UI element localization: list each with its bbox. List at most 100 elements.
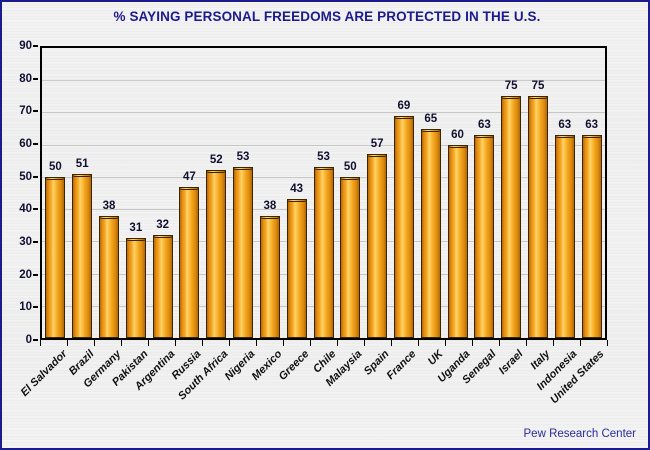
x-axis-tick-mark (229, 340, 230, 346)
bar-value-label: 69 (397, 99, 411, 112)
x-axis-tick-mark (580, 340, 581, 346)
y-axis: 0 10 20 30 40 50 60 70 80 90 (2, 40, 38, 346)
x-axis-tick-mark (148, 340, 149, 346)
x-axis-tick-mark (256, 340, 257, 346)
y-axis-tick-label: 90 (19, 40, 32, 52)
bar[interactable] (233, 167, 254, 338)
bar-group: 75 (501, 48, 522, 338)
chart-title: % SAYING PERSONAL FREEDOMS ARE PROTECTED… (113, 9, 541, 24)
bar[interactable] (367, 154, 388, 338)
bar[interactable] (447, 144, 468, 338)
x-axis-tick-mark (526, 340, 527, 346)
bar-group: 63 (474, 48, 495, 338)
bar-value-label: 57 (370, 138, 384, 151)
x-axis-tick-mark (94, 340, 95, 346)
bar-group: 63 (554, 48, 575, 338)
y-axis-tick-label: 60 (19, 138, 32, 150)
x-axis-tick-mark (391, 340, 392, 346)
bar-group: 53 (313, 48, 334, 338)
y-axis-tick-mark (33, 143, 38, 145)
bar-top-cap (313, 167, 334, 171)
bar-value-label: 65 (424, 112, 438, 125)
bar[interactable] (259, 215, 280, 338)
bar-value-label: 31 (129, 222, 143, 235)
bar-value-label: 50 (48, 160, 62, 173)
bar-top-cap (447, 144, 468, 148)
bar-value-label: 53 (317, 151, 330, 164)
bar-value-label: 47 (183, 170, 196, 183)
y-axis-tick-mark (33, 45, 38, 47)
x-axis-tick-mark (418, 340, 419, 346)
y-axis-tick-label: 50 (19, 170, 32, 183)
bar[interactable] (474, 135, 495, 338)
bar-group: 31 (125, 48, 146, 338)
x-axis-tick-mark (499, 340, 500, 346)
bar-value-label: 63 (477, 119, 491, 131)
bar-group: 43 (286, 48, 307, 338)
bar[interactable] (527, 96, 548, 338)
bar[interactable] (286, 199, 307, 338)
y-axis-tick-label: 0 (25, 334, 32, 346)
bar[interactable] (72, 173, 93, 338)
bar[interactable] (125, 238, 146, 338)
bar-group: 38 (99, 48, 120, 338)
bar-top-cap (554, 135, 575, 138)
bar-top-cap (45, 176, 66, 180)
bar-top-cap (99, 215, 120, 219)
bar[interactable] (340, 176, 361, 338)
bar-group: 65 (420, 48, 441, 338)
bar-value-label: 38 (102, 199, 116, 212)
bar[interactable] (581, 135, 602, 338)
bar-group: 75 (527, 48, 548, 338)
x-axis-tick-mark (553, 340, 554, 346)
x-axis-tick-mark (283, 340, 284, 346)
y-axis-tick-label: 40 (19, 203, 32, 216)
bar-top-cap (72, 173, 93, 177)
bar-top-cap (474, 135, 495, 138)
bar[interactable] (45, 176, 66, 338)
bar-group: 52 (206, 48, 227, 338)
x-axis-tick-mark (337, 340, 338, 346)
bar-top-cap (152, 234, 173, 238)
bar[interactable] (420, 128, 441, 338)
bars-layer: 50 51 38 31 32 47 52 53 38 43 53 50 57 69 65 60 63 75 75 63… (42, 48, 605, 338)
y-axis-tick-mark (33, 241, 38, 243)
bar-value-label: 63 (558, 119, 572, 131)
bar[interactable] (206, 170, 227, 338)
y-axis-tick-mark (33, 208, 38, 211)
bar-value-label: 53 (236, 151, 250, 164)
bar-group: 50 (45, 48, 66, 338)
x-axis-tick-mark (445, 340, 446, 346)
bar-value-label: 75 (504, 80, 518, 93)
bar-group: 53 (233, 48, 254, 338)
bar-value-label: 52 (209, 154, 223, 167)
bar-value-label: 50 (343, 160, 357, 173)
bar[interactable] (179, 186, 200, 338)
x-axis-tick-mark (40, 340, 41, 346)
source-credit: Pew Research Center (523, 428, 637, 440)
bar[interactable] (501, 96, 522, 338)
bar[interactable] (99, 215, 120, 338)
bar-top-cap (233, 167, 254, 171)
x-axis-tick-mark (472, 340, 473, 346)
bar-group: 60 (447, 48, 468, 338)
bar[interactable] (393, 115, 414, 338)
bar-top-cap (206, 170, 227, 174)
y-axis-tick-mark (33, 175, 38, 178)
bar-value-label: 38 (263, 199, 277, 212)
x-axis-tick-mark (67, 340, 68, 346)
bar-top-cap (259, 215, 280, 219)
bar-top-cap (367, 154, 388, 158)
y-axis-tick-label: 70 (19, 105, 32, 118)
bar-group: 63 (581, 48, 602, 338)
bar-value-label: 51 (75, 157, 89, 170)
bar-top-cap (527, 96, 548, 100)
bar-top-cap (340, 176, 361, 180)
y-axis-tick-label: 10 (19, 301, 32, 314)
bar[interactable] (313, 167, 334, 338)
y-axis-tick-label: 30 (19, 236, 32, 248)
bar[interactable] (152, 234, 173, 338)
bar[interactable] (554, 135, 575, 338)
y-axis-tick-mark (33, 110, 38, 113)
